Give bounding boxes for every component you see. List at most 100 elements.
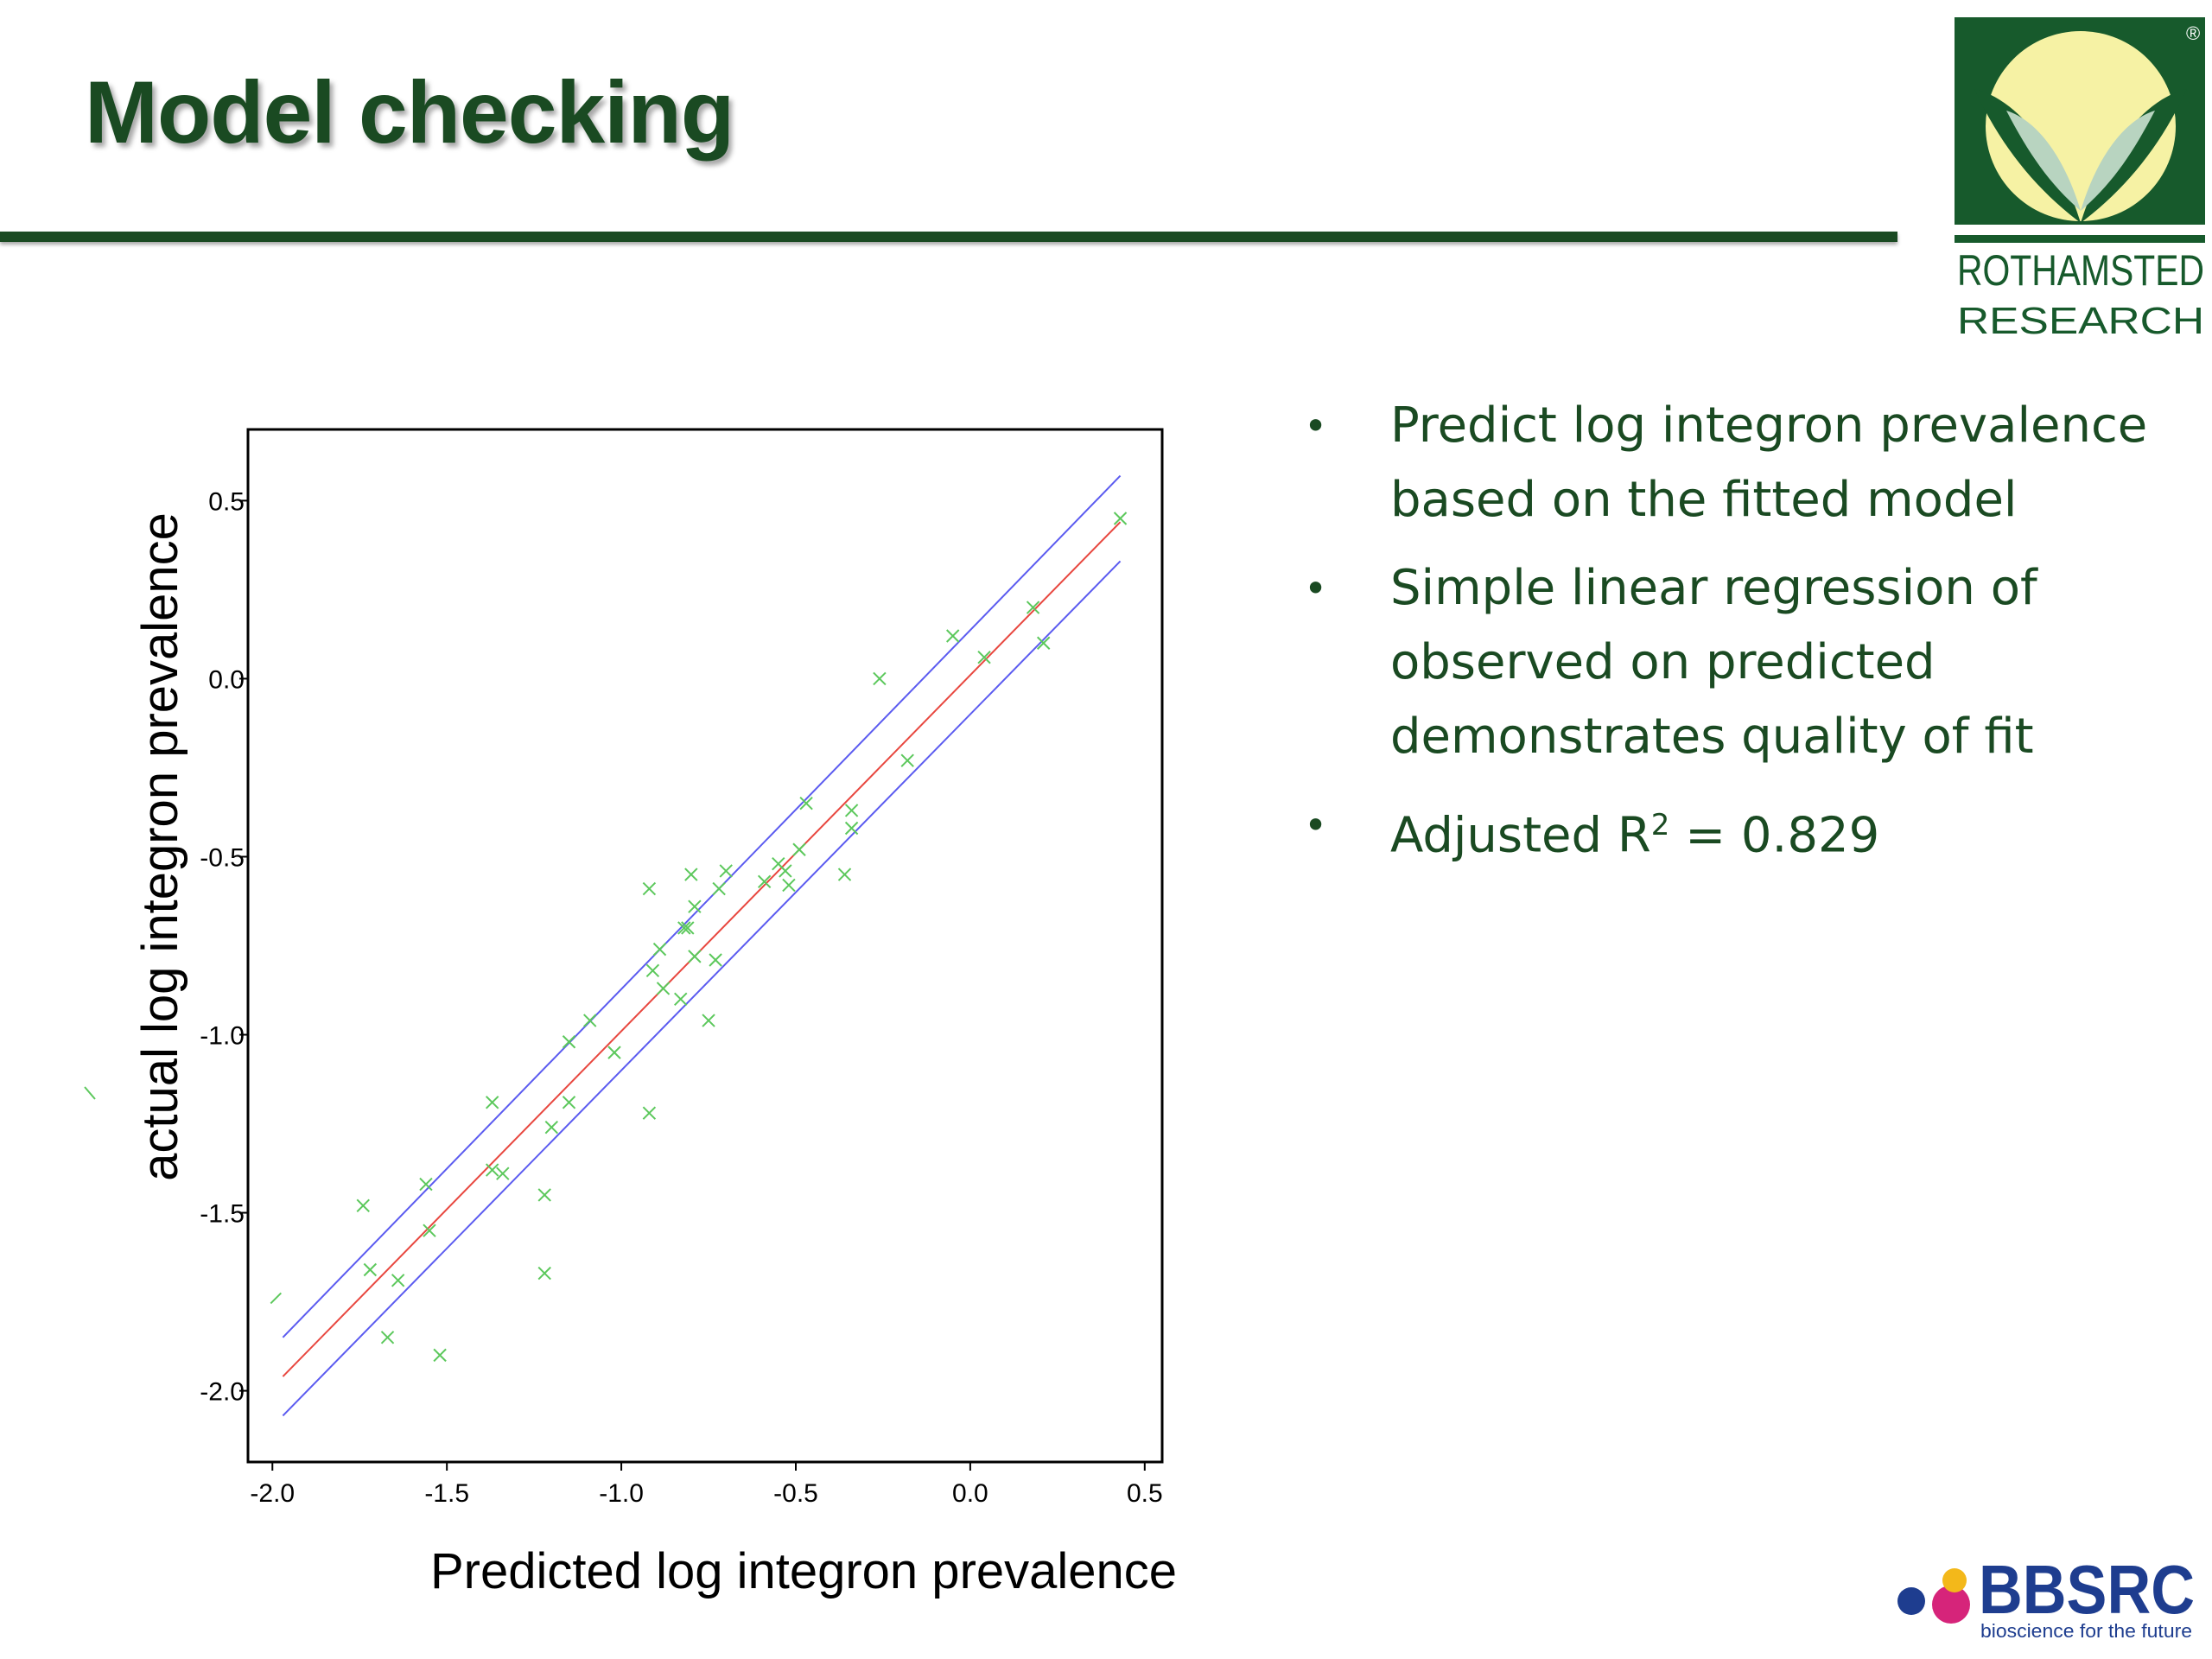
bullet-list: • Predict log integron prevalence based o… (1300, 389, 2173, 887)
data-point (844, 804, 859, 817)
data-point (391, 1274, 405, 1287)
rothamsted-research-logo: ® ROTHAMSTED RESEARCH (1955, 17, 2205, 342)
y-tick-label: -1.5 (200, 1200, 245, 1229)
stray-mark (84, 1086, 96, 1100)
point-stroke (681, 921, 695, 935)
fit-line-group (282, 521, 1122, 1377)
bbsrc-blue-cell-icon (1897, 1587, 1925, 1615)
point-stroke (772, 857, 785, 871)
logo-left-leaf-inner (2006, 111, 2081, 211)
data-point (946, 629, 960, 643)
data-point (681, 921, 695, 935)
y-tick-label: 0.5 (208, 487, 245, 516)
point-stroke (656, 982, 671, 995)
point-stroke (419, 1177, 433, 1192)
bullet-text: Simple linear regression of observed on … (1390, 560, 2037, 765)
point-stroke (485, 1096, 499, 1109)
data-point (652, 942, 667, 957)
fit-line (282, 521, 1122, 1377)
point-stroke (757, 874, 772, 889)
band-lower-line (282, 560, 1122, 1417)
bullet-dot-icon: • (1304, 802, 1328, 849)
point-stroke (684, 868, 698, 881)
data-point (1113, 512, 1128, 525)
data-point (562, 1096, 576, 1109)
data-point (363, 1262, 378, 1277)
point-stroke (423, 1224, 436, 1237)
bbsrc-logo: BBSRC bioscience for the future (1897, 1551, 2195, 1642)
bullet-item: • Simple linear regression of observed on… (1300, 551, 2173, 774)
bbsrc-pink-cell-icon (1932, 1586, 1970, 1624)
point-stroke (674, 992, 688, 1007)
data-point (757, 874, 772, 889)
point-stroke (485, 1163, 499, 1177)
r2-value: = 0.829 (1669, 807, 1880, 864)
point-stroke (900, 753, 914, 767)
data-point (844, 821, 859, 836)
bullet-text: Predict log integron prevalence based on… (1390, 397, 2148, 528)
data-point (485, 1096, 499, 1109)
point-stroke (391, 1274, 405, 1287)
bbsrc-sun-icon (1942, 1568, 1967, 1592)
point-stroke (677, 921, 691, 935)
data-point (380, 1331, 395, 1344)
point-stroke (1036, 636, 1051, 650)
point-stroke (607, 1046, 621, 1059)
y-axis-label: actual log integron prevalence (132, 512, 188, 1181)
point-stroke (719, 864, 733, 878)
x-tick-label: -0.5 (773, 1479, 818, 1508)
data-point (792, 842, 806, 856)
point-stroke (792, 842, 806, 856)
point-stroke (537, 1266, 551, 1281)
data-point (562, 1035, 576, 1049)
logo-bar (1955, 235, 2205, 243)
x-axis-label: Predicted log integron prevalence (430, 1543, 1177, 1599)
point-stroke (544, 1120, 559, 1135)
bbsrc-wordmark: BBSRC (1979, 1551, 2195, 1628)
confidence-band (282, 474, 1122, 1417)
bullet-dot-icon: • (1304, 403, 1328, 449)
band-upper-line (282, 474, 1122, 1338)
y-tick-label: -0.5 (200, 843, 245, 872)
point-stroke (844, 804, 859, 817)
data-point (900, 753, 914, 767)
data-point (873, 671, 887, 686)
data-point (837, 868, 852, 881)
logo-right-leaf-inner (2081, 111, 2155, 211)
x-tick-label: -1.0 (599, 1479, 644, 1508)
data-point (496, 1166, 510, 1180)
data-point (642, 1106, 657, 1120)
data-point (485, 1163, 499, 1177)
point-stroke (946, 629, 960, 643)
point-stroke (873, 671, 887, 686)
logo-left-leaf-icon (1974, 89, 2081, 223)
data-point (433, 1348, 447, 1363)
point-stroke (709, 953, 722, 967)
point-stroke (562, 1096, 576, 1109)
point-stroke (642, 881, 657, 896)
point-stroke (782, 878, 796, 893)
point-stroke (977, 651, 991, 664)
slide-title: Model checking (85, 63, 734, 162)
point-stroke (652, 942, 667, 957)
bullet-item: • Predict log integron prevalence based o… (1300, 389, 2173, 537)
data-point (583, 1014, 597, 1027)
point-stroke (583, 1014, 597, 1027)
data-point (684, 868, 698, 881)
y-tick-label: 0.0 (208, 665, 245, 694)
point-stroke (799, 796, 813, 810)
data-point (709, 953, 722, 967)
data-point (544, 1120, 559, 1135)
data-point (712, 881, 726, 896)
bbsrc-tagline: bioscience for the future (1980, 1620, 2192, 1642)
data-point (677, 921, 691, 935)
point-stroke (433, 1348, 447, 1363)
r2-superscript: 2 (1650, 808, 1670, 842)
logo-right-leaf-icon (2081, 89, 2187, 223)
point-stroke (356, 1198, 370, 1213)
data-point (719, 864, 733, 878)
point-stroke (537, 1188, 551, 1202)
point-stroke (844, 821, 859, 836)
data-point (799, 796, 813, 810)
bullet-text-r2: Adjusted R (1390, 807, 1651, 864)
